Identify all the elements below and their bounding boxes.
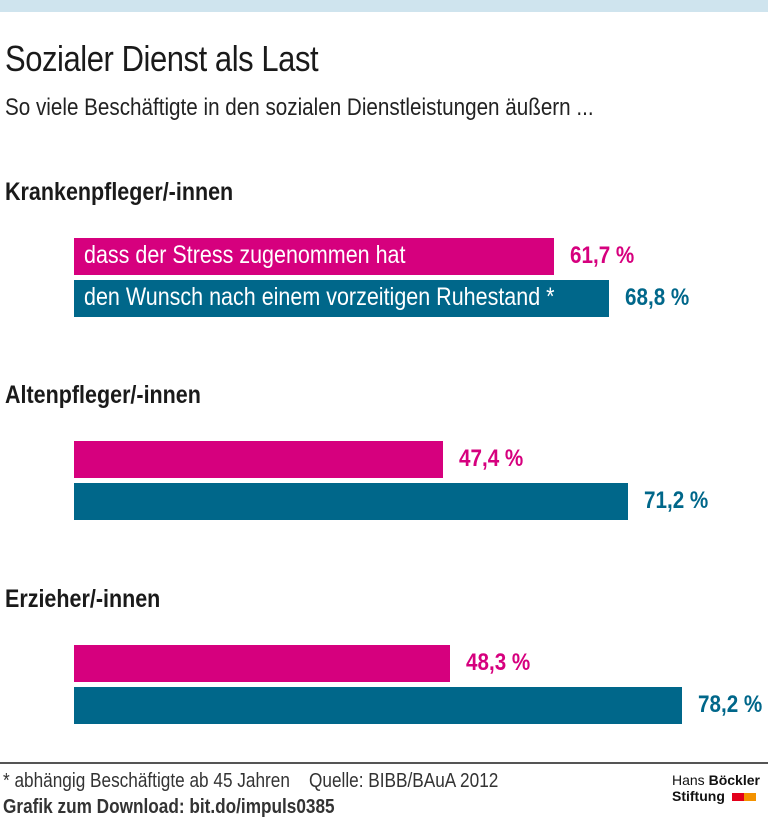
series-label: dass der Stress zugenommen hat	[84, 241, 406, 269]
bar-ruhestand	[74, 483, 628, 520]
logo-orange-square	[743, 793, 756, 802]
chart-subtitle: So viele Beschäftigte in den sozialen Di…	[5, 94, 594, 121]
data-label: 78,2 %	[698, 691, 763, 718]
bar-ruhestand	[74, 687, 683, 724]
footnote-source: * abhängig Beschäftigte ab 45 Jahren Que…	[3, 770, 499, 792]
logo-text-bold: Böckler	[708, 772, 760, 788]
group-title: Krankenpfleger/-innen	[5, 178, 234, 206]
bar-stress	[74, 441, 443, 478]
logo-text-stiftung: Stiftung	[672, 788, 725, 804]
bar-stress: dass der Stress zugenommen hat	[74, 238, 555, 275]
logo-text: Hans	[672, 772, 709, 788]
hans-boeckler-logo: Hans Böckler Stiftung	[672, 772, 760, 804]
bar-stress	[74, 645, 450, 682]
bar-ruhestand: den Wunsch nach einem vorzeitigen Ruhest…	[74, 280, 610, 317]
top-bar	[0, 0, 768, 12]
group-title: Altenpfleger/-innen	[5, 381, 201, 409]
download-link[interactable]: Grafik zum Download: bit.do/impuls0385	[3, 796, 335, 818]
logo-red-square	[731, 793, 744, 802]
group-title: Erzieher/-innen	[5, 585, 161, 613]
data-label: 68,8 %	[625, 284, 690, 311]
chart-title: Sozialer Dienst als Last	[5, 38, 319, 79]
data-label: 48,3 %	[465, 649, 531, 676]
data-label: 71,2 %	[643, 487, 709, 514]
data-label: 47,4 %	[458, 445, 524, 472]
data-label: 61,7 %	[570, 242, 635, 269]
series-label: den Wunsch nach einem vorzeitigen Ruhest…	[84, 283, 555, 311]
footer-divider	[0, 762, 768, 764]
